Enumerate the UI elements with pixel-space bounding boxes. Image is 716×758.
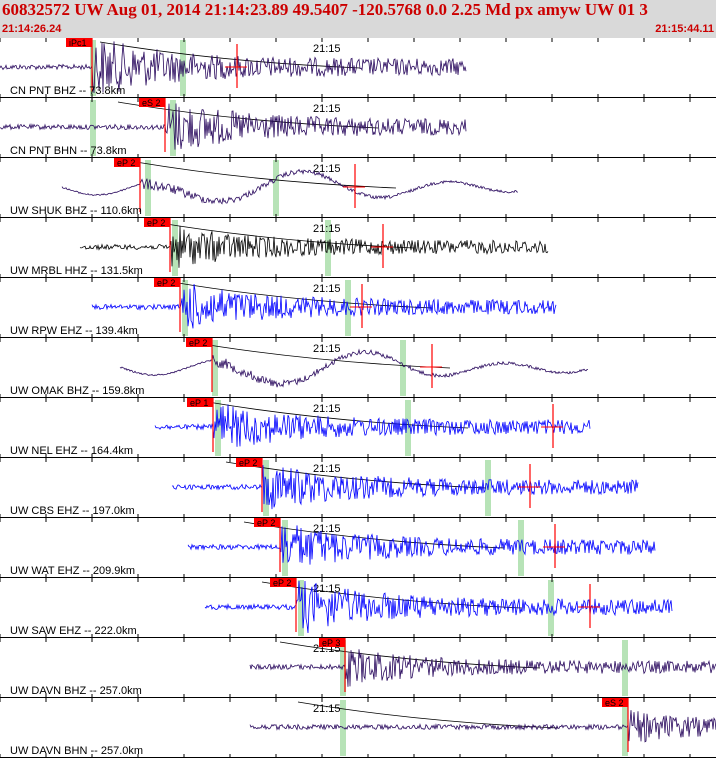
channel-panel: 21:15 eP 2 UW SAW EHZ -- 222.0km: [0, 578, 716, 638]
channel-panel: 21:15 eS 2 UW DAVN BHN -- 257.0km: [0, 698, 716, 758]
pick-flag: [66, 38, 92, 47]
time-window-marker: [90, 40, 96, 96]
travel-time-curve: [135, 161, 397, 189]
minute-label: 21:15: [313, 703, 341, 715]
station-label: UW DAVN BHZ -- 257.0km: [10, 685, 142, 697]
waveform-trace: [187, 525, 656, 565]
pick-flag: [602, 698, 628, 707]
channel-panel: 21:15 eP 1 UW NEL EHZ -- 164.4km: [0, 398, 716, 458]
pick-flag: [254, 518, 280, 527]
channel-panel: 21:15 eS 2 CN PNT BHN -- 73.8km: [0, 98, 716, 158]
waveform-trace: [79, 225, 549, 268]
waveform-trace: [204, 580, 673, 634]
station-label: UW OMAK BHZ -- 159.8km: [10, 385, 144, 397]
station-label: CN PNT BHN -- 73.8km: [10, 145, 127, 157]
minute-label: 21:15: [313, 103, 341, 115]
minute-label: 21:15: [313, 283, 341, 295]
waveform-trace: [119, 348, 589, 388]
time-window-marker: [400, 340, 406, 396]
minute-label: 21:15: [313, 223, 341, 235]
pick-label: eP 2: [273, 578, 291, 588]
pick-label: eP 1: [190, 398, 208, 408]
station-label: UW NEL EHZ -- 164.4km: [10, 445, 133, 457]
minute-label: 21:15: [313, 583, 341, 595]
seismogram-panel[interactable]: 21:15 iPc1 CN PNT BHZ -- 73.8km 21:15 eS 2 CN…: [0, 38, 716, 758]
pick-flag: [236, 458, 262, 467]
time-window-marker: [298, 580, 304, 636]
travel-time-curve: [297, 701, 559, 729]
channel-panel: 21:15 eP 2 UW SHUK BHZ -- 110.6km: [0, 158, 716, 218]
waveform-trace: [249, 649, 716, 687]
station-label: UW MRBL HHZ -- 131.5km: [10, 265, 143, 277]
waveform-trace: [0, 103, 467, 150]
time-window-marker: [215, 400, 221, 456]
channel-panel: 21:15 eP 2 UW MRBL HHZ -- 131.5km: [0, 218, 716, 278]
header-bar: 60832572 UW Aug 01, 2014 21:14:23.89 49.…: [0, 0, 716, 38]
pick-flag: [319, 638, 345, 647]
channel-panel: 21:15 eP 2 UW OMAK BHZ -- 159.8km: [0, 338, 716, 398]
pick-label: eP 2: [147, 218, 165, 228]
pick-label: eP 2: [117, 158, 135, 168]
station-label: UW CBS EHZ -- 197.0km: [10, 505, 135, 517]
pick-label: eP 2: [189, 338, 207, 348]
pick-label: eS 2: [605, 698, 624, 708]
window-start-time: 21:14:26.24: [2, 23, 62, 35]
time-window-marker: [405, 400, 411, 456]
pick-flag: [187, 398, 213, 407]
minute-label: 21:15: [313, 403, 341, 415]
channel-panel: 21:15 iPc1 CN PNT BHZ -- 73.8km: [0, 38, 716, 98]
pick-flag: [114, 158, 140, 167]
pick-flag: [270, 578, 296, 587]
travel-time-curve: [153, 221, 415, 249]
time-window-marker: [180, 40, 186, 96]
channel-panel: 21:15 eP 2 UW WAT EHZ -- 209.9km: [0, 518, 716, 578]
pick-flag: [186, 338, 212, 347]
minute-label: 21:15: [313, 43, 341, 55]
station-label: UW RPW EHZ -- 139.4km: [10, 325, 138, 337]
travel-time-curve: [99, 41, 361, 69]
time-window-marker: [212, 340, 218, 396]
time-window-marker: [622, 700, 628, 756]
time-window-marker: [548, 580, 554, 636]
waveform-trace: [154, 404, 591, 447]
pick-label: eS 2: [142, 98, 161, 108]
pick-label: eP 2: [157, 278, 175, 288]
channel-panel: 21:15 eP 2 UW RPW EHZ -- 139.4km: [0, 278, 716, 338]
pick-flag: [154, 278, 180, 287]
time-window-marker: [325, 220, 331, 276]
station-label: UW SHUK BHZ -- 110.6km: [10, 205, 142, 217]
station-label: CN PNT BHZ -- 73.8km: [10, 85, 125, 97]
minute-label: 21:15: [313, 523, 341, 535]
waveform-trace: [0, 41, 467, 94]
pick-label: iPc1: [69, 38, 87, 48]
pick-flag: [144, 218, 170, 227]
event-title: 60832572 UW Aug 01, 2014 21:14:23.89 49.…: [2, 0, 648, 19]
station-label: UW SAW EHZ -- 222.0km: [10, 625, 137, 637]
minute-label: 21:15: [313, 343, 341, 355]
time-window-marker: [518, 520, 524, 576]
pick-label: eP 2: [239, 458, 257, 468]
station-label: UW DAVN BHN -- 257.0km: [10, 745, 143, 757]
time-window-marker: [282, 520, 288, 576]
waveform-trace: [249, 710, 716, 743]
pick-label: eP 2: [257, 518, 275, 528]
time-window-marker: [273, 160, 279, 216]
travel-time-curve: [189, 341, 451, 369]
minute-label: 21:15: [313, 163, 341, 175]
travel-time-curve: [171, 281, 433, 309]
minute-label: 21:15: [313, 463, 341, 475]
station-label: UW WAT EHZ -- 209.9km: [10, 565, 135, 577]
travel-time-curve: [207, 401, 469, 429]
time-window-marker: [170, 100, 176, 156]
window-end-time: 21:15:44.11: [655, 23, 714, 35]
pick-label: eP 3: [322, 638, 340, 648]
waveform-trace: [171, 465, 639, 510]
time-window-marker: [90, 100, 96, 156]
waveform-trace: [91, 284, 557, 329]
waveform-trace: [61, 168, 519, 205]
channel-panel: 21:15 eP 2 UW CBS EHZ -- 197.0km: [0, 458, 716, 518]
pick-flag: [139, 98, 165, 107]
time-window-marker: [340, 640, 346, 696]
